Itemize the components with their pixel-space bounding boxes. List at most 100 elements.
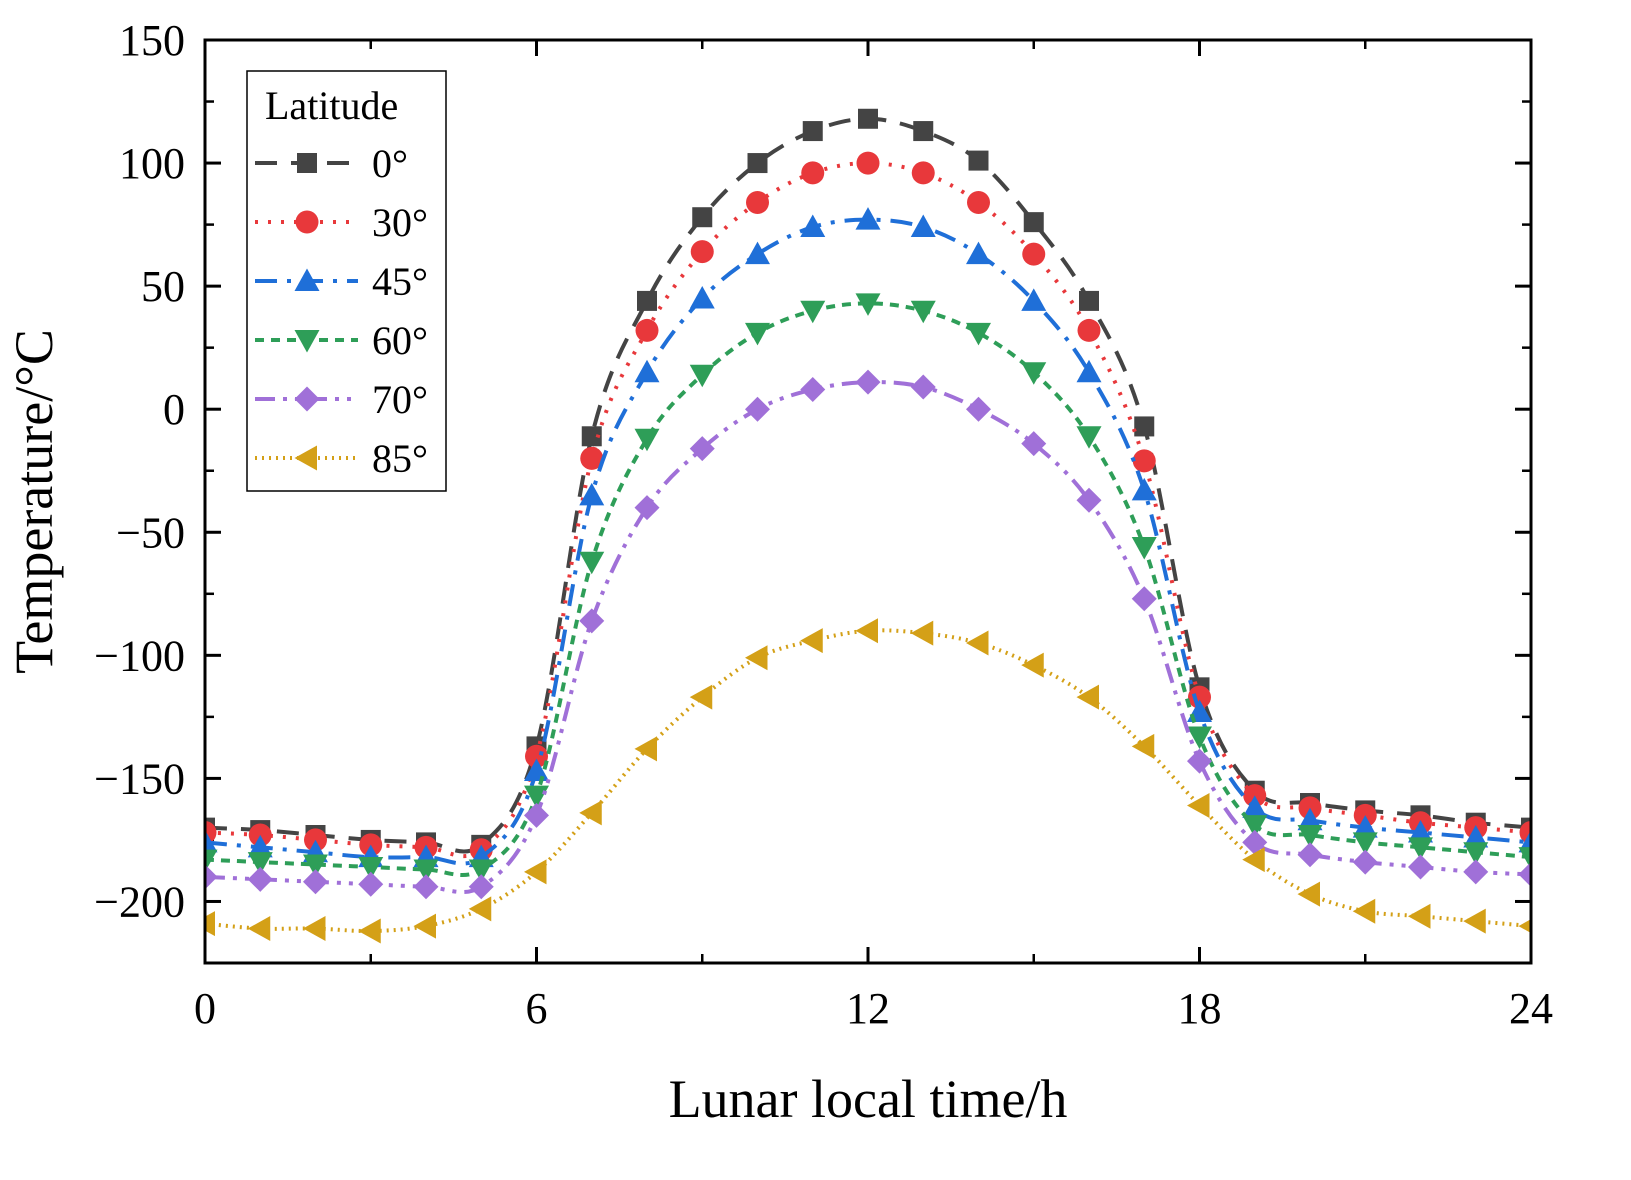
data-point [1518,919,1531,934]
data-point [800,300,826,324]
x-axis-title: Lunar local time/h [669,1069,1068,1129]
data-point [1187,792,1210,818]
data-point [413,874,439,900]
legend-marker [294,330,320,353]
series-layer [205,108,1531,944]
data-point [1518,829,1531,853]
data-point [524,859,547,885]
data-point [1242,847,1265,873]
data-point [205,911,215,937]
data-point [855,618,878,644]
legend-entry: 0° [372,141,408,186]
data-point [524,785,549,809]
data-point [1518,861,1531,887]
data-point [690,240,714,264]
data-point [1131,537,1157,560]
data-point [579,800,602,826]
data-point [689,285,715,309]
legend-title: Latitude [265,83,398,128]
data-point [1408,854,1433,880]
data-point [1077,318,1101,342]
data-point [1297,881,1320,907]
x-tick-label: 0 [194,984,216,1033]
data-point [1463,842,1489,865]
data-point [303,854,328,878]
data-point [524,758,549,782]
legend-marker [294,445,317,471]
data-point [525,744,548,768]
data-point [1021,652,1044,678]
data-point [524,802,549,828]
y-tick-label: 0 [163,385,185,434]
data-point [1352,832,1378,855]
legend-marker [294,268,320,291]
axes-layer: 0 6 12 18 24 150 100 50 0 −50 −100 −150 −200 [94,16,1553,1033]
data-point [1134,416,1155,437]
data-point [1242,795,1268,818]
data-point [1297,807,1323,831]
data-point [579,551,605,575]
data-point [745,645,768,671]
data-point [468,874,494,900]
data-point [966,396,991,422]
data-point [247,852,273,875]
data-point [1463,908,1486,934]
data-point [1463,824,1489,848]
data-point [800,628,823,654]
data-point [247,834,273,858]
series-3 [205,293,1531,882]
data-point [1021,431,1047,457]
data-point [910,300,936,324]
data-point [747,153,768,174]
data-point [1131,586,1157,612]
data-point [745,396,770,422]
data-point [966,241,991,265]
data-point [1297,825,1323,848]
x-tick-label: 18 [1178,984,1222,1033]
data-point [910,620,934,646]
legend: Latitude 0° 30° 45° 60° 70° 85° [246,70,447,492]
data-point [910,214,936,238]
data-point [468,859,494,882]
data-point [1023,212,1044,233]
data-point [1076,684,1099,710]
data-point [689,436,715,462]
data-point [1408,820,1433,843]
data-point [911,161,935,185]
data-point [1408,837,1433,860]
data-point [580,446,604,470]
data-point [1188,685,1211,709]
data-point [358,857,384,880]
data-point [579,482,605,506]
data-point [358,918,381,944]
data-point [413,859,439,882]
legend-entry: 70° [372,377,428,422]
data-point [1463,859,1489,885]
y-tick-label: −100 [94,631,185,680]
legend-marker [295,210,319,234]
data-point [745,241,770,265]
x-tick-label: 12 [846,984,890,1033]
y-tick-label: 50 [141,262,185,311]
data-point [468,896,492,922]
data-point [1352,815,1378,838]
x-tick-label: 6 [526,984,548,1033]
data-point [637,290,657,311]
data-point [634,428,660,452]
data-point [1242,815,1268,838]
data-point [855,369,881,395]
data-point [801,161,825,185]
data-point [1408,903,1431,929]
y-tick-label: 100 [119,139,185,188]
data-point [1352,849,1378,875]
data-point [634,736,657,762]
legend-box [246,70,447,492]
data-point [358,871,384,897]
data-point [1187,726,1212,750]
y-axis-title: Temperature/°C [4,329,64,674]
data-point [205,849,218,873]
data-point [413,913,436,939]
data-point [247,916,271,942]
series-4 [205,369,1531,900]
